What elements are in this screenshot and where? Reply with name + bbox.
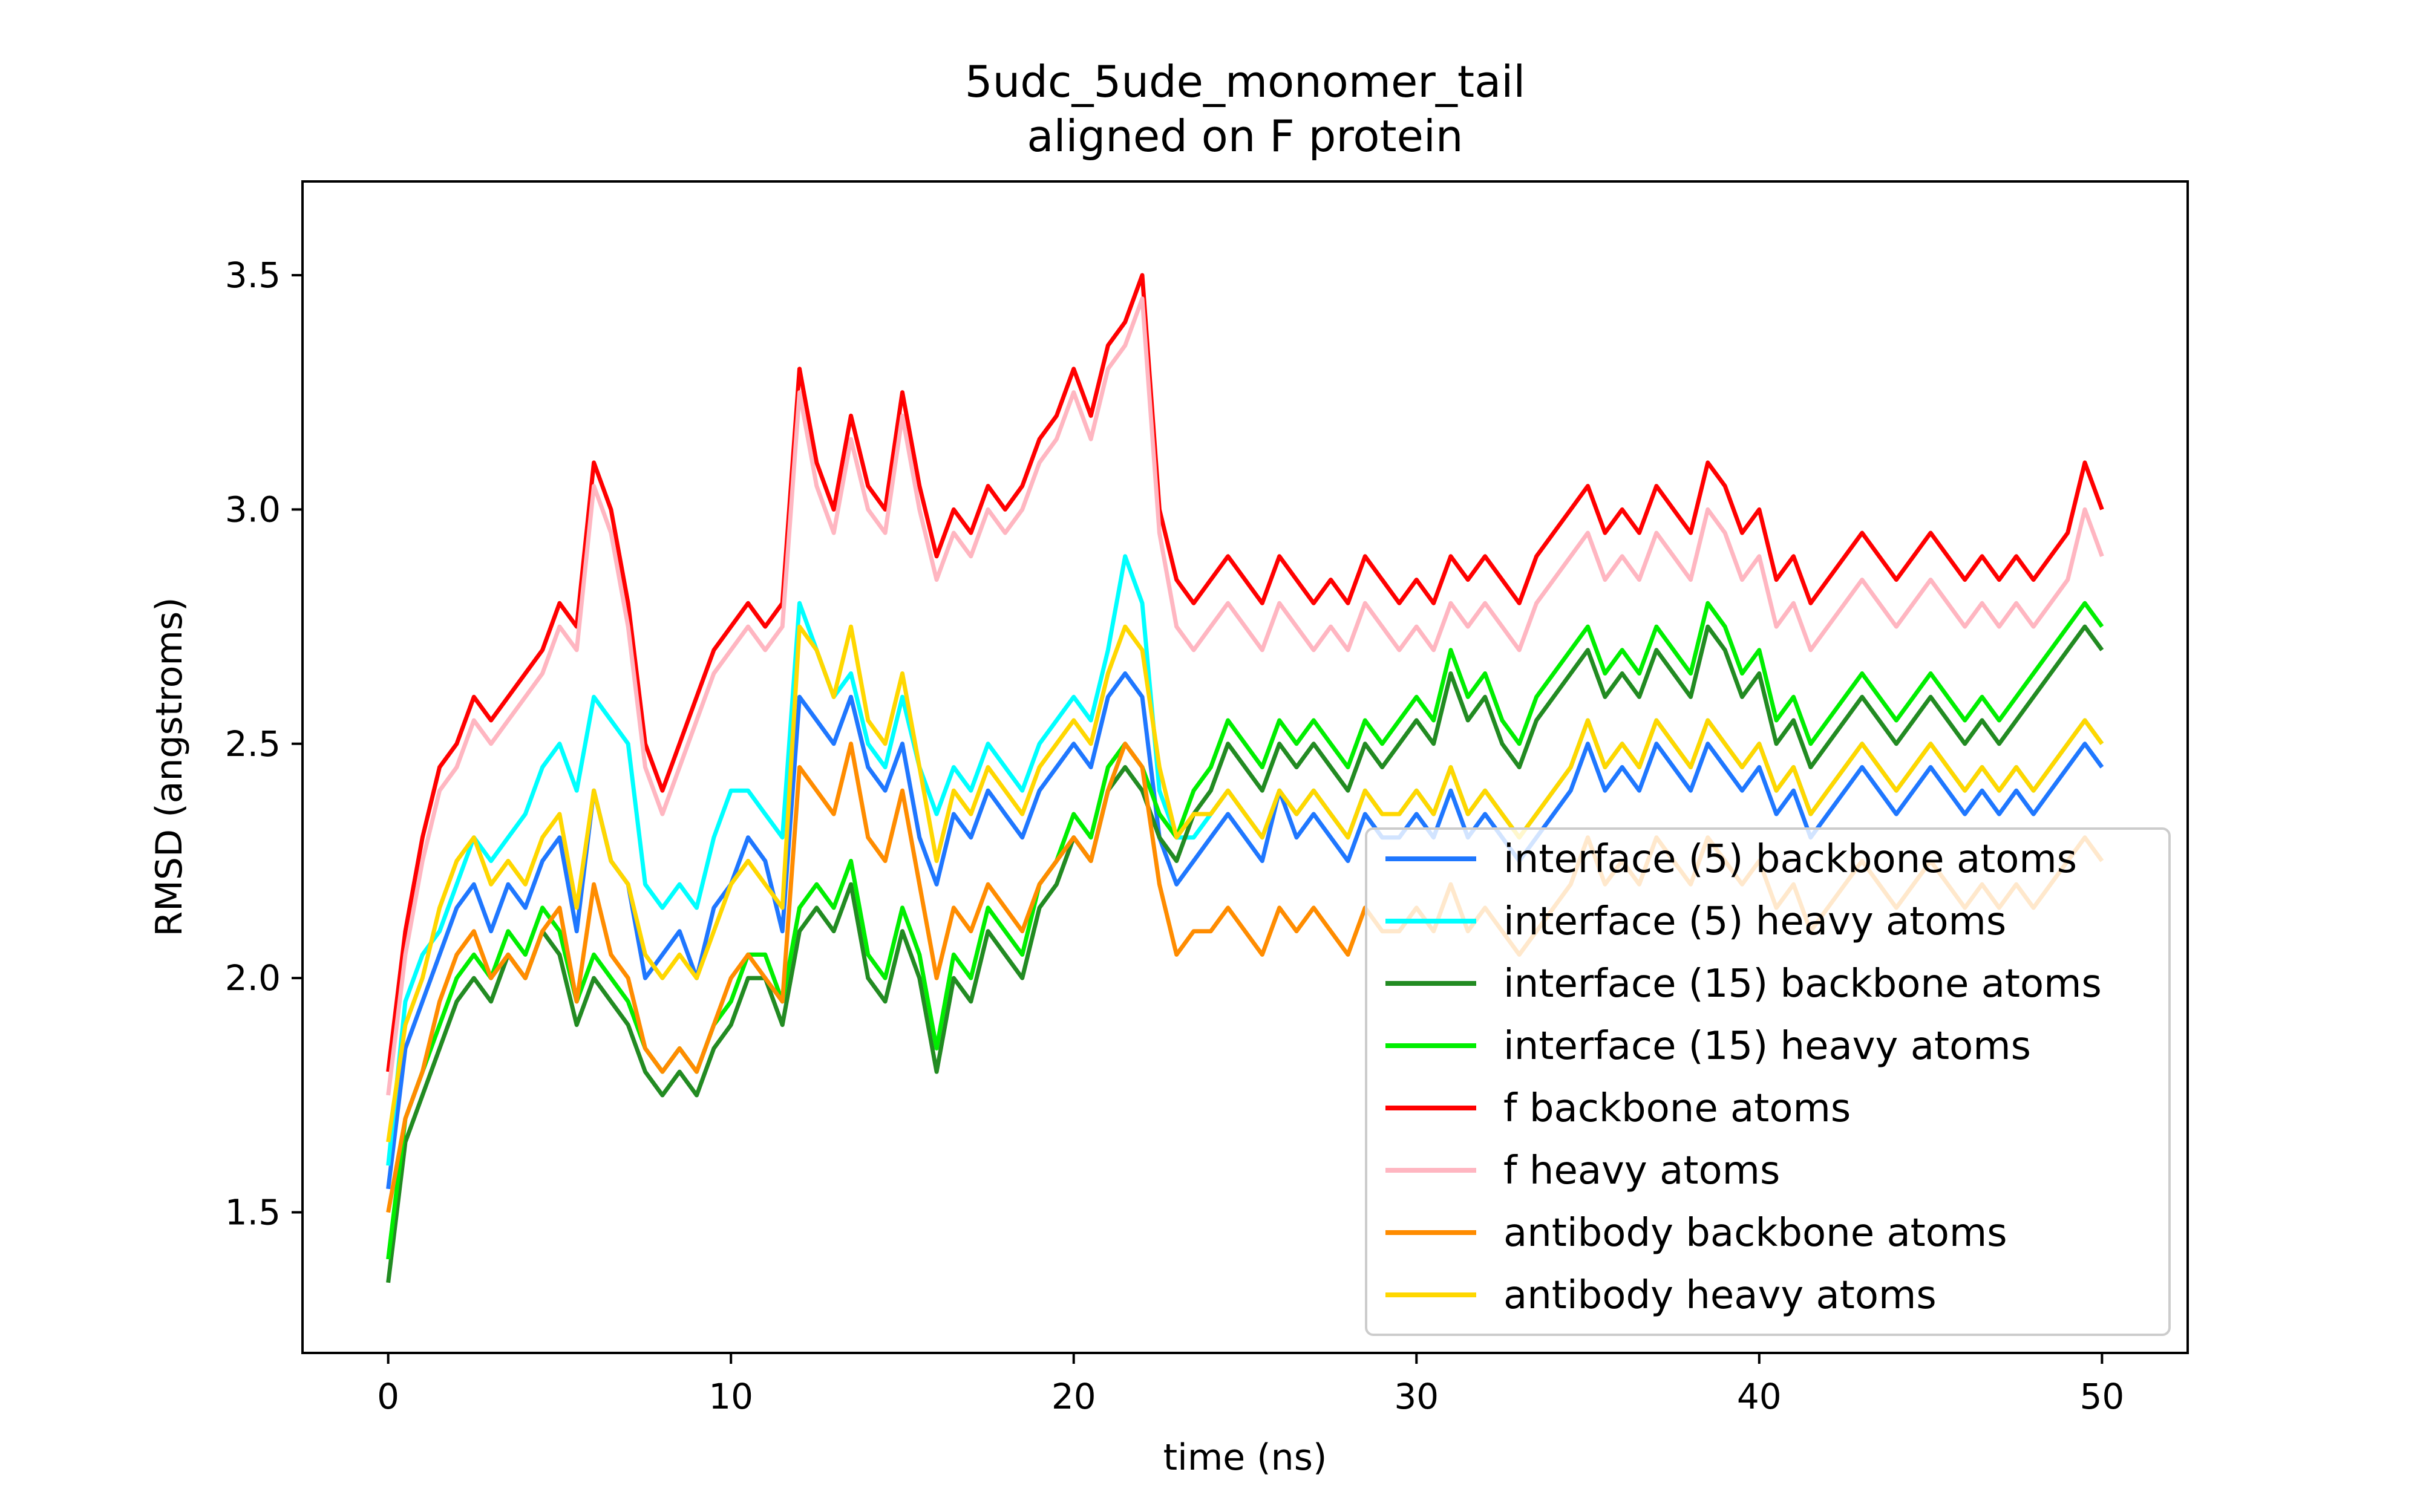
plot-frame	[301, 180, 2189, 1354]
x-tick-label: 40	[1737, 1376, 1782, 1417]
legend-label: interface (5) heavy atoms	[1503, 899, 2006, 944]
x-tick-label: 30	[1394, 1376, 1439, 1417]
series-line-2	[386, 624, 2104, 1283]
y-tick-label: 2.5	[225, 723, 281, 764]
legend-label: antibody heavy atoms	[1503, 1273, 1937, 1318]
y-tick-label: 2.0	[225, 957, 281, 999]
series-layer	[386, 273, 2104, 1283]
y-axis: 1.5 2.0 2.5 3.0 3.5	[225, 255, 302, 1233]
legend-box	[1365, 827, 2171, 1336]
legend: interface (5) backbone atoms interface (5…	[1365, 827, 2171, 1336]
x-axis: 0 10 20 30 40 50	[377, 1353, 2124, 1417]
y-tick-label: 3.0	[225, 489, 281, 530]
legend-label: antibody backbone atoms	[1503, 1211, 2007, 1256]
x-tick-label: 0	[377, 1376, 399, 1417]
chart-title: 5udc_5ude_monomer_tail	[965, 56, 1525, 107]
x-tick-label: 10	[708, 1376, 753, 1417]
legend-label: interface (15) heavy atoms	[1503, 1024, 2031, 1069]
y-axis-label: RMSD (angstroms)	[148, 597, 191, 936]
legend-label: interface (5) backbone atoms	[1503, 837, 2077, 882]
legend-label: interface (15) backbone atoms	[1503, 962, 2102, 1006]
y-tick-label: 1.5	[225, 1192, 281, 1233]
x-axis-label: time (ns)	[1163, 1436, 1327, 1479]
x-tick-label: 50	[2079, 1376, 2124, 1417]
plot-area	[386, 273, 2104, 1283]
x-tick-label: 20	[1051, 1376, 1096, 1417]
series-line-4	[386, 273, 2104, 1072]
legend-label: f heavy atoms	[1503, 1149, 1780, 1193]
y-tick-label: 3.5	[225, 255, 281, 296]
series-line-7	[386, 624, 2104, 1142]
chart-subtitle: aligned on F protein	[1027, 111, 1463, 161]
legend-label: f backbone atoms	[1503, 1086, 1851, 1131]
series-line-5	[386, 296, 2104, 1096]
